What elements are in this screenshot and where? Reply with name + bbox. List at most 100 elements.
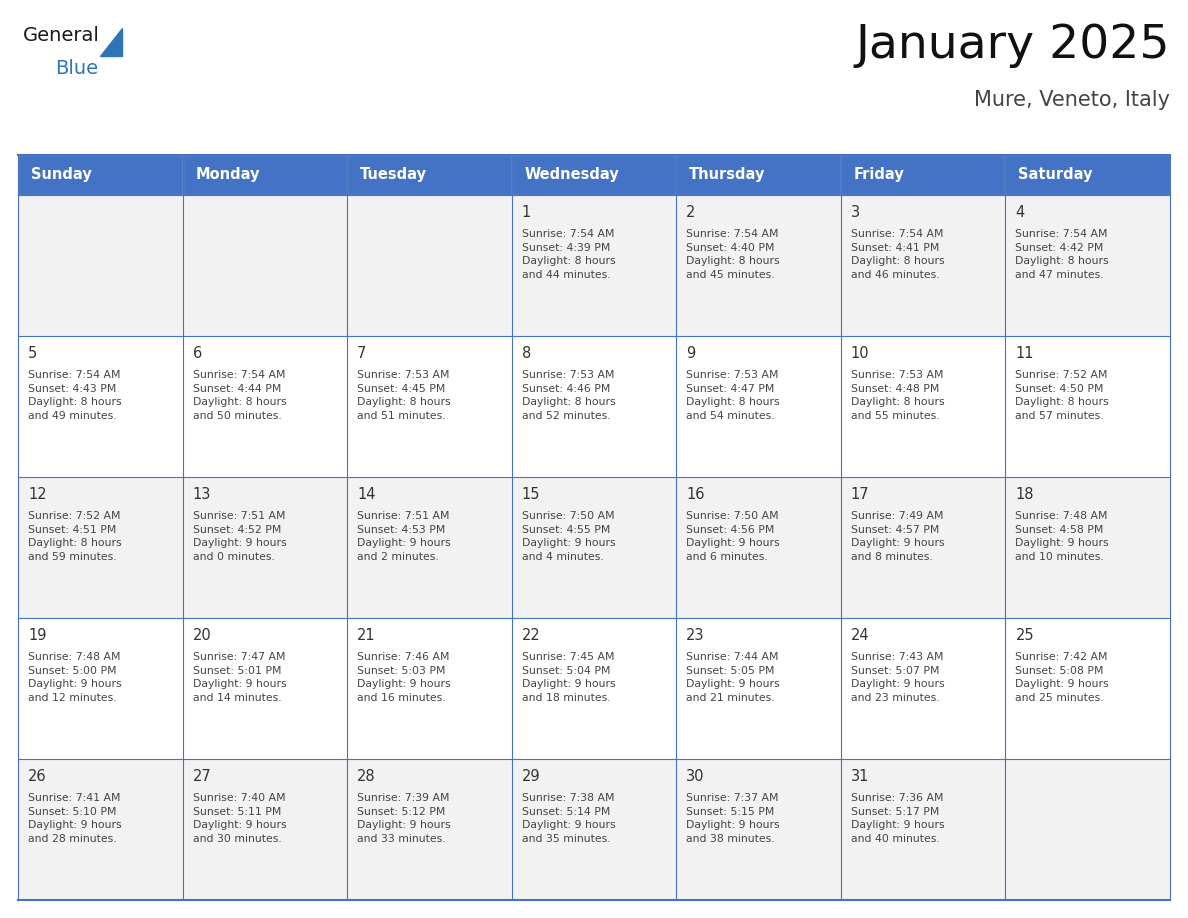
Text: Thursday: Thursday [689,167,765,183]
Text: 12: 12 [29,487,46,502]
Text: General: General [23,26,100,45]
Bar [512,759,676,900]
Text: 1: 1 [522,205,531,220]
Bar [183,759,347,900]
Text: Sunrise: 7:54 AM
Sunset: 4:42 PM
Daylight: 8 hours
and 47 minutes.: Sunrise: 7:54 AM Sunset: 4:42 PM Dayligh… [1016,229,1110,280]
Text: Saturday: Saturday [1018,167,1093,183]
Text: 30: 30 [687,769,704,784]
Text: 28: 28 [358,769,375,784]
Bar [841,336,1005,477]
Bar [841,618,1005,759]
Text: 4: 4 [1016,205,1025,220]
Text: Sunrise: 7:41 AM
Sunset: 5:10 PM
Daylight: 9 hours
and 28 minutes.: Sunrise: 7:41 AM Sunset: 5:10 PM Dayligh… [29,793,121,844]
Bar [676,759,841,900]
Bar [183,195,347,336]
Bar [512,336,676,477]
Bar [347,477,512,618]
Text: Blue: Blue [55,59,99,78]
Text: Sunrise: 7:37 AM
Sunset: 5:15 PM
Daylight: 9 hours
and 38 minutes.: Sunrise: 7:37 AM Sunset: 5:15 PM Dayligh… [687,793,779,844]
Bar [347,618,512,759]
Bar [1005,477,1170,618]
Text: Friday: Friday [854,167,904,183]
Text: 17: 17 [851,487,870,502]
Text: Sunrise: 7:40 AM
Sunset: 5:11 PM
Daylight: 9 hours
and 30 minutes.: Sunrise: 7:40 AM Sunset: 5:11 PM Dayligh… [192,793,286,844]
Text: Sunrise: 7:48 AM
Sunset: 5:00 PM
Daylight: 9 hours
and 12 minutes.: Sunrise: 7:48 AM Sunset: 5:00 PM Dayligh… [29,652,121,703]
Text: Sunrise: 7:38 AM
Sunset: 5:14 PM
Daylight: 9 hours
and 35 minutes.: Sunrise: 7:38 AM Sunset: 5:14 PM Dayligh… [522,793,615,844]
Bar [18,477,183,618]
Text: Sunrise: 7:49 AM
Sunset: 4:57 PM
Daylight: 9 hours
and 8 minutes.: Sunrise: 7:49 AM Sunset: 4:57 PM Dayligh… [851,511,944,562]
Text: Sunrise: 7:48 AM
Sunset: 4:58 PM
Daylight: 9 hours
and 10 minutes.: Sunrise: 7:48 AM Sunset: 4:58 PM Dayligh… [1016,511,1110,562]
Text: Sunrise: 7:42 AM
Sunset: 5:08 PM
Daylight: 9 hours
and 25 minutes.: Sunrise: 7:42 AM Sunset: 5:08 PM Dayligh… [1016,652,1110,703]
Bar [18,336,183,477]
Text: 3: 3 [851,205,860,220]
Text: 25: 25 [1016,628,1034,643]
Bar [841,477,1005,618]
Bar [183,618,347,759]
Bar [1005,155,1170,195]
Text: Sunrise: 7:53 AM
Sunset: 4:45 PM
Daylight: 8 hours
and 51 minutes.: Sunrise: 7:53 AM Sunset: 4:45 PM Dayligh… [358,370,450,420]
Text: Sunday: Sunday [31,167,91,183]
Text: January 2025: January 2025 [855,23,1170,68]
Bar [676,477,841,618]
Text: Sunrise: 7:46 AM
Sunset: 5:03 PM
Daylight: 9 hours
and 16 minutes.: Sunrise: 7:46 AM Sunset: 5:03 PM Dayligh… [358,652,450,703]
Bar [183,477,347,618]
Bar [676,195,841,336]
Text: 11: 11 [1016,346,1034,361]
Text: Sunrise: 7:54 AM
Sunset: 4:43 PM
Daylight: 8 hours
and 49 minutes.: Sunrise: 7:54 AM Sunset: 4:43 PM Dayligh… [29,370,121,420]
Bar [347,759,512,900]
Bar [1005,195,1170,336]
Text: Sunrise: 7:52 AM
Sunset: 4:51 PM
Daylight: 8 hours
and 59 minutes.: Sunrise: 7:52 AM Sunset: 4:51 PM Dayligh… [29,511,121,562]
Bar [1005,336,1170,477]
Bar [1005,759,1170,900]
Bar [676,618,841,759]
Text: Wednesday: Wednesday [525,167,619,183]
Bar [1005,618,1170,759]
Text: 18: 18 [1016,487,1034,502]
Bar [18,759,183,900]
Bar [512,477,676,618]
Text: 2: 2 [687,205,696,220]
Text: 5: 5 [29,346,37,361]
Bar [512,195,676,336]
Text: 27: 27 [192,769,211,784]
Text: 31: 31 [851,769,870,784]
Text: 29: 29 [522,769,541,784]
Text: Sunrise: 7:51 AM
Sunset: 4:52 PM
Daylight: 9 hours
and 0 minutes.: Sunrise: 7:51 AM Sunset: 4:52 PM Dayligh… [192,511,286,562]
Text: Mure, Veneto, Italy: Mure, Veneto, Italy [974,90,1170,110]
Text: 19: 19 [29,628,46,643]
Bar [841,195,1005,336]
Bar [347,195,512,336]
Text: Sunrise: 7:47 AM
Sunset: 5:01 PM
Daylight: 9 hours
and 14 minutes.: Sunrise: 7:47 AM Sunset: 5:01 PM Dayligh… [192,652,286,703]
Bar [512,155,676,195]
Text: 6: 6 [192,346,202,361]
Text: Monday: Monday [196,167,260,183]
Text: 14: 14 [358,487,375,502]
Text: 13: 13 [192,487,211,502]
Text: Sunrise: 7:44 AM
Sunset: 5:05 PM
Daylight: 9 hours
and 21 minutes.: Sunrise: 7:44 AM Sunset: 5:05 PM Dayligh… [687,652,779,703]
Bar [183,336,347,477]
Text: Sunrise: 7:36 AM
Sunset: 5:17 PM
Daylight: 9 hours
and 40 minutes.: Sunrise: 7:36 AM Sunset: 5:17 PM Dayligh… [851,793,944,844]
Text: Sunrise: 7:45 AM
Sunset: 5:04 PM
Daylight: 9 hours
and 18 minutes.: Sunrise: 7:45 AM Sunset: 5:04 PM Dayligh… [522,652,615,703]
Bar [183,155,347,195]
Text: Tuesday: Tuesday [360,167,428,183]
Text: Sunrise: 7:54 AM
Sunset: 4:40 PM
Daylight: 8 hours
and 45 minutes.: Sunrise: 7:54 AM Sunset: 4:40 PM Dayligh… [687,229,779,280]
Text: 26: 26 [29,769,46,784]
Text: 10: 10 [851,346,870,361]
Text: Sunrise: 7:53 AM
Sunset: 4:46 PM
Daylight: 8 hours
and 52 minutes.: Sunrise: 7:53 AM Sunset: 4:46 PM Dayligh… [522,370,615,420]
Bar [512,618,676,759]
Text: Sunrise: 7:53 AM
Sunset: 4:48 PM
Daylight: 8 hours
and 55 minutes.: Sunrise: 7:53 AM Sunset: 4:48 PM Dayligh… [851,370,944,420]
Text: Sunrise: 7:50 AM
Sunset: 4:55 PM
Daylight: 9 hours
and 4 minutes.: Sunrise: 7:50 AM Sunset: 4:55 PM Dayligh… [522,511,615,562]
Text: Sunrise: 7:43 AM
Sunset: 5:07 PM
Daylight: 9 hours
and 23 minutes.: Sunrise: 7:43 AM Sunset: 5:07 PM Dayligh… [851,652,944,703]
Text: Sunrise: 7:53 AM
Sunset: 4:47 PM
Daylight: 8 hours
and 54 minutes.: Sunrise: 7:53 AM Sunset: 4:47 PM Dayligh… [687,370,779,420]
Bar [841,155,1005,195]
Text: Sunrise: 7:54 AM
Sunset: 4:39 PM
Daylight: 8 hours
and 44 minutes.: Sunrise: 7:54 AM Sunset: 4:39 PM Dayligh… [522,229,615,280]
Bar [18,618,183,759]
Text: 22: 22 [522,628,541,643]
Text: 16: 16 [687,487,704,502]
Bar [18,155,183,195]
Text: 20: 20 [192,628,211,643]
Text: 24: 24 [851,628,870,643]
Bar [676,336,841,477]
Text: 8: 8 [522,346,531,361]
Bar [676,155,841,195]
